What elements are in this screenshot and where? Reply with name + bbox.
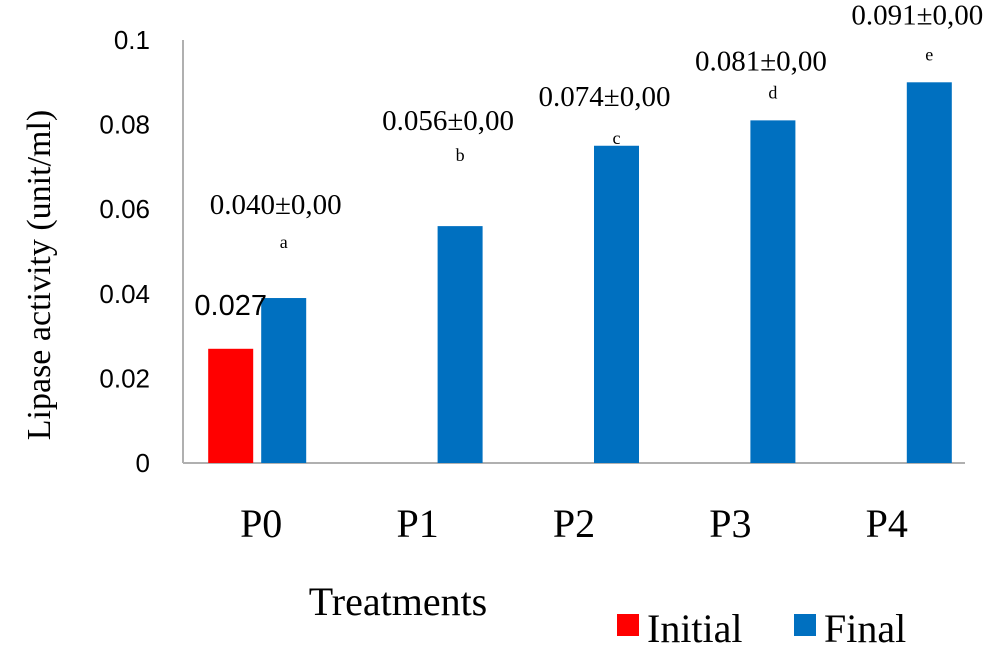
bar-final xyxy=(261,298,307,463)
legend: Initial Final xyxy=(617,606,906,651)
significance-letter: e xyxy=(925,44,933,64)
x-axis-title: Treatments xyxy=(309,579,488,624)
x-category-label: P3 xyxy=(709,501,751,546)
significance-letter: d xyxy=(768,82,777,102)
y-axis-title: Lipase activity (unit/ml) xyxy=(21,110,58,440)
category-labels: P0 P1 P2 P3 P4 xyxy=(240,501,908,546)
data-label-final: 0.056±0,00 xyxy=(382,105,514,137)
bar-final xyxy=(437,226,483,463)
legend-swatch-initial xyxy=(617,614,639,636)
data-label-final: 0.040±0,00 xyxy=(210,189,342,221)
y-tick-label: 0.1 xyxy=(114,25,150,55)
legend-swatch-final xyxy=(794,614,816,636)
bar-final xyxy=(750,120,796,464)
y-tick-label: 0 xyxy=(136,448,150,478)
data-labels: 0.027 a 0.040±0,00 b 0.056±0,00 c 0.074±0,00 d 0… xyxy=(194,0,983,322)
y-tick-label: 0.04 xyxy=(99,279,150,309)
significance-letter: b xyxy=(456,145,465,165)
data-label-initial: 0.027 xyxy=(194,290,267,322)
significance-letter: a xyxy=(280,232,288,252)
legend-label-final: Final xyxy=(824,606,906,651)
x-category-label: P1 xyxy=(396,501,438,546)
bar-final xyxy=(906,82,952,464)
y-tick-label: 0.08 xyxy=(99,110,150,140)
y-tick-label: 0.02 xyxy=(99,363,150,393)
x-category-label: P4 xyxy=(866,501,908,546)
data-label-final: 0.074±0,00 xyxy=(539,81,671,113)
legend-label-initial: Initial xyxy=(647,606,743,651)
bar-final xyxy=(594,145,639,463)
significance-letter: c xyxy=(613,128,621,148)
x-category-label: P0 xyxy=(240,501,282,546)
bars xyxy=(208,82,952,464)
x-category-label: P2 xyxy=(553,501,595,546)
y-tick-label: 0.06 xyxy=(99,194,150,224)
data-label-final: 0.081±0,00 xyxy=(695,45,827,77)
bar-initial xyxy=(208,348,254,463)
y-axis-ticks: 0 0.02 0.04 0.06 0.08 0.1 xyxy=(99,25,150,478)
data-label-final: 0.091±0,00 xyxy=(851,0,983,31)
